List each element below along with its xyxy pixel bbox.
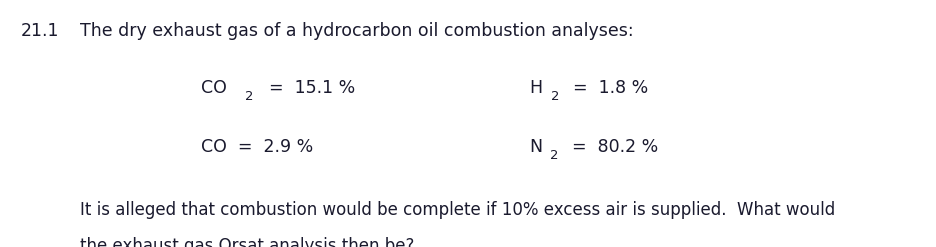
Text: the exhaust gas Orsat analysis then be?: the exhaust gas Orsat analysis then be? (80, 237, 414, 247)
Text: It is alleged that combustion would be complete if 10% excess air is supplied.  : It is alleged that combustion would be c… (80, 201, 834, 219)
Text: 2: 2 (550, 90, 559, 103)
Text: =  80.2 %: = 80.2 % (561, 138, 658, 156)
Text: 2: 2 (549, 149, 558, 163)
Text: CO  =  2.9 %: CO = 2.9 % (201, 138, 314, 156)
Text: =  1.8 %: = 1.8 % (562, 79, 648, 97)
Text: 2: 2 (244, 90, 253, 103)
Text: CO: CO (201, 79, 227, 97)
Text: =  15.1 %: = 15.1 % (257, 79, 355, 97)
Text: 21.1: 21.1 (21, 22, 59, 40)
Text: The dry exhaust gas of a hydrocarbon oil combustion analyses:: The dry exhaust gas of a hydrocarbon oil… (80, 22, 633, 40)
Text: N: N (529, 138, 542, 156)
Text: H: H (529, 79, 542, 97)
